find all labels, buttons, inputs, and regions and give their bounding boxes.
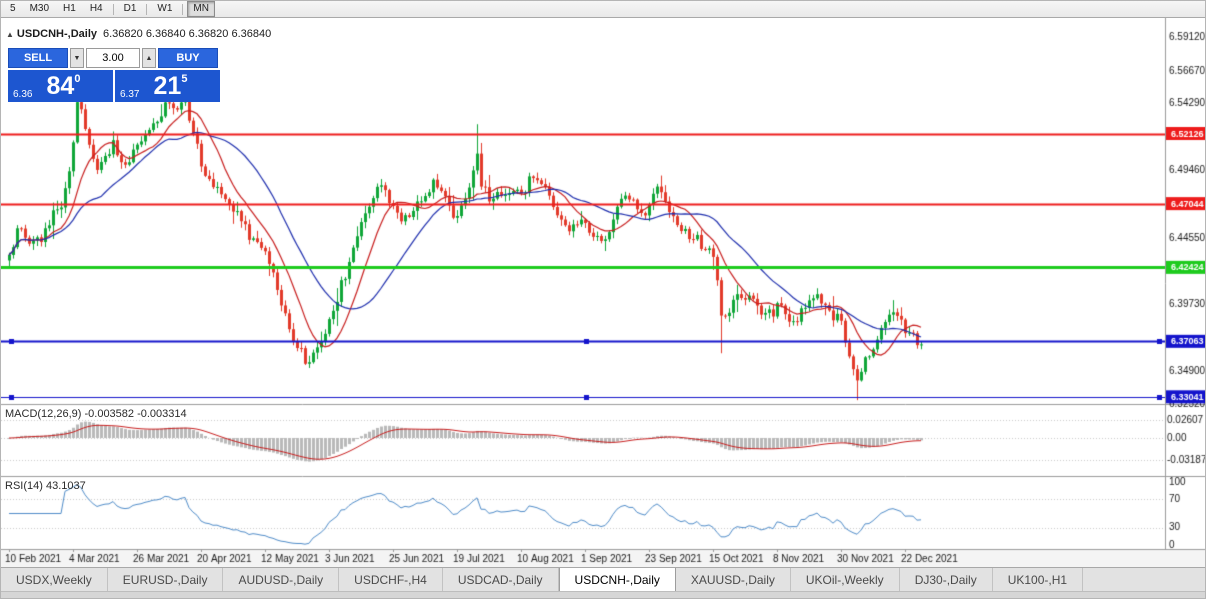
- tab-ukoil-weekly[interactable]: UKOil-,Weekly: [791, 568, 900, 591]
- price-chart-canvas[interactable]: [1, 18, 1205, 567]
- buy-button[interactable]: BUY: [158, 48, 218, 68]
- buy-price-prefix: 6.37: [120, 89, 140, 100]
- collapse-arrow-icon[interactable]: ▲: [6, 30, 14, 39]
- tab-dj30-daily[interactable]: DJ30-,Daily: [900, 568, 993, 591]
- chart-title: ▲ USDCNH-,Daily 6.36820 6.36840 6.36820 6.…: [6, 28, 271, 40]
- sell-button[interactable]: SELL: [8, 48, 68, 68]
- chart-window: ▲ USDCNH-,Daily 6.36820 6.36840 6.36820 6.…: [1, 18, 1205, 567]
- timeframe-m30-button[interactable]: M30: [24, 1, 55, 17]
- buy-price-big-digits: 21: [153, 71, 182, 100]
- tab-usdcnh-daily[interactable]: USDCNH-,Daily: [558, 568, 676, 591]
- toolbar-separator: [146, 3, 148, 15]
- sell-price-big-digits: 84: [46, 71, 75, 100]
- macd-values: -0.003582 -0.003314: [84, 408, 187, 420]
- volume-increase-button[interactable]: ▲: [142, 48, 156, 68]
- down-arrow-icon: ▼: [73, 54, 81, 62]
- volume-decrease-button[interactable]: ▼: [70, 48, 84, 68]
- sell-price-prefix: 6.36: [13, 89, 33, 100]
- window-bottom-strip: [1, 591, 1205, 598]
- timeframe-toolbar: 5 M30 H1 H4 D1 W1 MN: [1, 1, 1205, 18]
- timeframe-h1-button[interactable]: H1: [57, 1, 82, 17]
- timeframe-mn-button[interactable]: MN: [187, 1, 215, 17]
- rsi-indicator-label: RSI(14) 43.1037: [5, 480, 86, 492]
- chart-tab-bar: USDX,Weekly EURUSD-,Daily AUDUSD-,Daily …: [1, 567, 1205, 591]
- up-arrow-icon: ▲: [145, 54, 153, 62]
- timeframe-w1-button[interactable]: W1: [151, 1, 178, 17]
- buy-price-pipette: 5: [181, 73, 188, 85]
- macd-name: MACD(12,26,9): [5, 408, 82, 420]
- buy-price-display[interactable]: 6.37 21 5: [115, 70, 220, 102]
- sell-price-pipette: 0: [74, 73, 81, 85]
- rsi-name: RSI(14): [5, 480, 43, 492]
- tab-audusd-daily[interactable]: AUDUSD-,Daily: [223, 568, 340, 591]
- tab-usdcad-daily[interactable]: USDCAD-,Daily: [443, 568, 559, 591]
- timeframe-d1-button[interactable]: D1: [118, 1, 143, 17]
- volume-input[interactable]: [86, 48, 140, 68]
- tab-usdx-weekly[interactable]: USDX,Weekly: [1, 568, 108, 591]
- toolbar-separator: [112, 3, 114, 15]
- tab-eurusd-daily[interactable]: EURUSD-,Daily: [108, 568, 224, 591]
- tab-uk100-h1[interactable]: UK100-,H1: [993, 568, 1084, 591]
- toolbar-separator: [182, 3, 184, 15]
- timeframe-h4-button[interactable]: H4: [84, 1, 109, 17]
- chart-ohlc-values: 6.36820 6.36840 6.36820 6.36840: [103, 28, 272, 40]
- macd-indicator-label: MACD(12,26,9) -0.003582 -0.003314: [5, 408, 187, 420]
- one-click-trading-panel: SELL ▼ ▲ BUY 6.36 84 0 6.37 21 5: [8, 48, 220, 102]
- tab-usdchf-h4[interactable]: USDCHF-,H4: [339, 568, 443, 591]
- chart-symbol-label: USDCNH-,Daily: [16, 28, 97, 40]
- timeframe-m5-button[interactable]: 5: [4, 1, 22, 17]
- tab-xauusd-daily[interactable]: XAUUSD-,Daily: [676, 568, 791, 591]
- sell-price-display[interactable]: 6.36 84 0: [8, 70, 113, 102]
- rsi-value: 43.1037: [45, 480, 86, 492]
